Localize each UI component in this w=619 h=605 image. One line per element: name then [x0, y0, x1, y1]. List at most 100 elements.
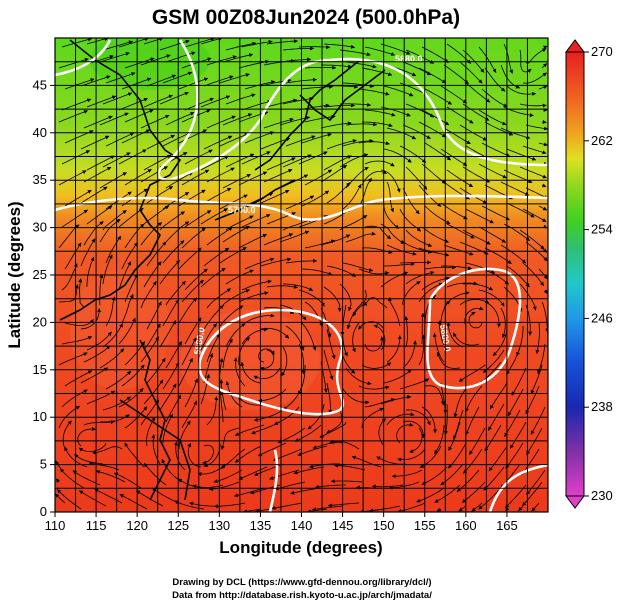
x-tick-label: 160 — [455, 518, 477, 533]
streamline — [94, 488, 123, 504]
streamline — [446, 223, 475, 239]
streamline — [233, 357, 246, 387]
streamline — [399, 260, 432, 265]
streamline — [436, 507, 442, 512]
streamline — [402, 281, 421, 306]
colorbar-tick-label: 246 — [591, 310, 613, 325]
plot-area: 5700.0 5880.0 5880.0 5880.0 — [55, 38, 548, 512]
streamline — [124, 442, 145, 468]
streamline — [326, 382, 333, 414]
streamline — [453, 332, 480, 346]
streamline — [102, 209, 127, 231]
streamline — [200, 373, 211, 405]
contour-5880-high-2 — [426, 267, 522, 390]
streamline — [266, 98, 298, 108]
streamline — [418, 67, 447, 84]
streamline — [462, 103, 490, 121]
streamline — [258, 388, 287, 403]
streamline — [420, 312, 425, 345]
streamline — [342, 262, 374, 272]
streamline — [478, 163, 507, 179]
streamline — [465, 208, 494, 224]
streamline — [83, 115, 113, 129]
streamline — [387, 297, 401, 327]
streamline — [238, 337, 250, 366]
streamline — [383, 202, 400, 229]
streamline — [465, 406, 480, 436]
streamline — [525, 124, 548, 131]
streamline — [511, 367, 527, 396]
streamline — [143, 38, 164, 45]
streamline — [421, 406, 438, 434]
streamline — [416, 487, 445, 503]
streamline — [364, 160, 395, 167]
streamline — [418, 282, 444, 303]
streamline — [86, 95, 117, 108]
contour-5880-high-1 — [198, 308, 345, 416]
streamline — [361, 67, 393, 77]
streamline — [225, 41, 257, 51]
streamline — [326, 265, 357, 277]
streamline — [463, 448, 483, 474]
streamline — [159, 383, 177, 411]
streamline — [260, 327, 290, 339]
streamline — [83, 345, 111, 363]
streamline — [519, 103, 547, 108]
streamline — [446, 43, 471, 64]
streamline — [159, 39, 190, 51]
streamline — [219, 194, 248, 210]
streamline — [61, 336, 93, 345]
streamline — [358, 178, 373, 207]
streamline — [184, 38, 215, 48]
x-axis-title: Longitude (degrees) — [219, 538, 382, 557]
streamline — [238, 291, 269, 303]
streamline — [159, 320, 177, 348]
streamline — [346, 301, 363, 330]
streamline — [105, 132, 135, 147]
streamline — [465, 262, 496, 274]
x-tick-label: 155 — [414, 518, 436, 533]
streamline — [329, 439, 360, 450]
streamline — [459, 61, 483, 84]
streamline — [260, 137, 291, 150]
streamline — [541, 183, 547, 188]
streamline — [462, 229, 491, 245]
x-tick-label: 125 — [167, 518, 189, 533]
streamline — [418, 334, 426, 366]
streamline — [314, 484, 346, 489]
streamline — [481, 88, 508, 108]
streamline — [64, 189, 92, 207]
streamline — [102, 254, 113, 285]
streamline — [446, 106, 474, 124]
streamline — [178, 297, 197, 324]
streamline — [253, 367, 281, 380]
streamline — [519, 166, 547, 179]
streamline — [478, 487, 502, 510]
streamline — [181, 279, 204, 303]
streamline — [541, 63, 548, 69]
streamline — [233, 487, 265, 498]
y-tick-label: 5 — [40, 457, 47, 472]
streamline — [86, 205, 113, 225]
streamline — [345, 231, 376, 243]
streamline — [143, 462, 167, 486]
streamline — [484, 424, 502, 452]
streamline — [446, 281, 478, 288]
streamline — [304, 114, 336, 123]
streamline — [522, 145, 547, 155]
streamline — [405, 166, 428, 190]
colorbar-tick-label: 270 — [591, 44, 613, 59]
streamline — [326, 182, 351, 204]
streamline — [200, 155, 229, 171]
streamline — [105, 370, 132, 390]
streamline — [99, 348, 125, 369]
streamline — [383, 85, 414, 97]
streamline — [500, 127, 531, 140]
streamline — [225, 93, 256, 105]
streamline — [271, 502, 303, 510]
streamline — [222, 338, 233, 369]
streamline — [530, 406, 546, 435]
hokkaido — [299, 69, 386, 122]
x-axis: 110 115 120 125 130 135 140 145 150 155 160 165 — [45, 512, 518, 533]
streamline — [165, 51, 196, 63]
